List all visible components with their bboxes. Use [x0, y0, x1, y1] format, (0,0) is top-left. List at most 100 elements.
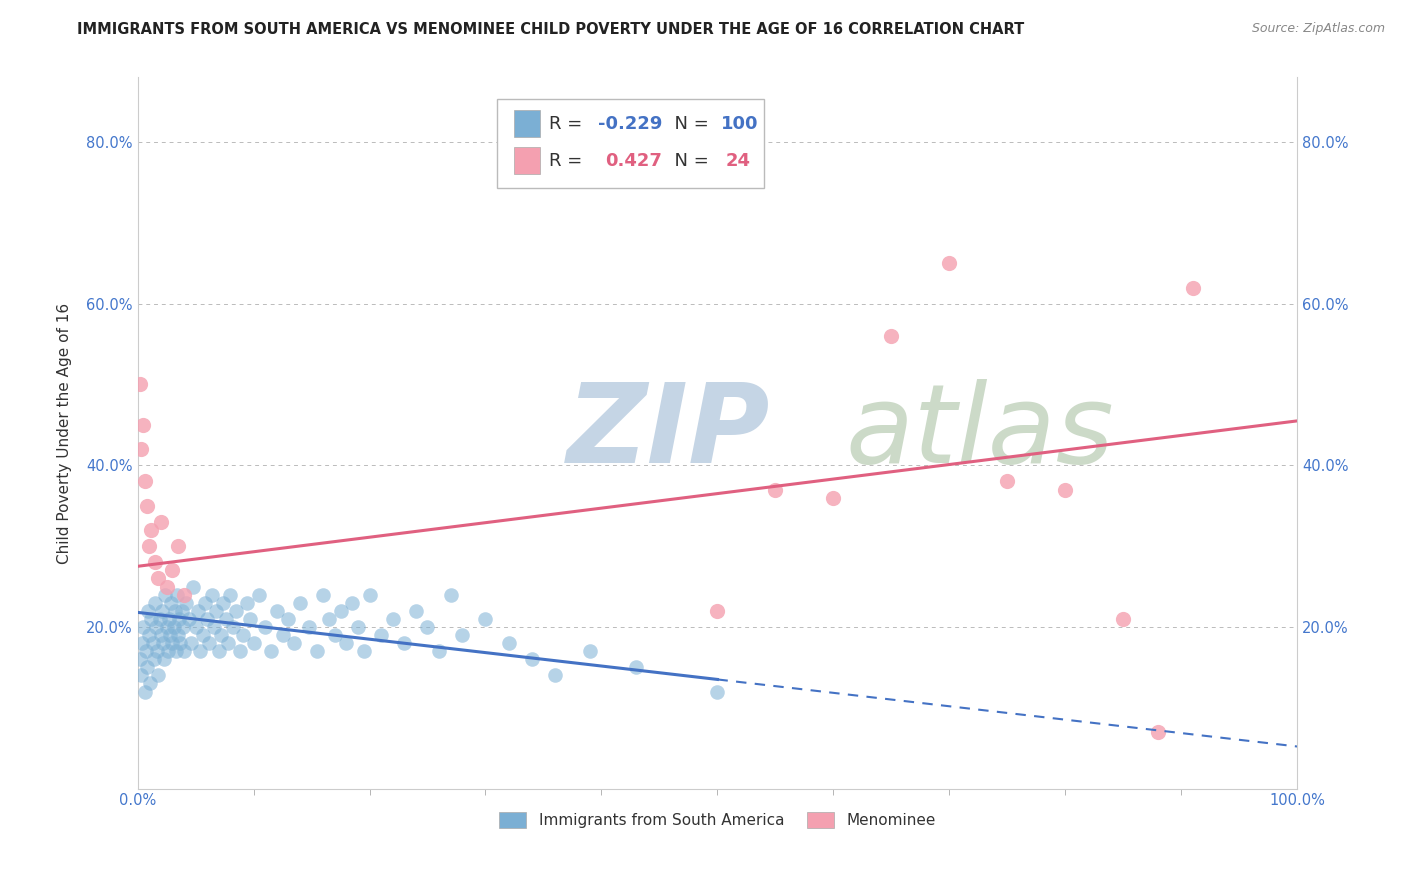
- Point: [1054, 483, 1077, 497]
- Text: atlas: atlas: [845, 379, 1114, 486]
- Text: IMMIGRANTS FROM SOUTH AMERICA VS MENOMINEE CHILD POVERTY UNDER THE AGE OF 16 COR: IMMIGRANTS FROM SOUTH AMERICA VS MENOMIN…: [77, 22, 1025, 37]
- Point: [188, 644, 211, 658]
- Point: [195, 612, 218, 626]
- Point: [172, 620, 194, 634]
- Point: [198, 636, 221, 650]
- Point: [162, 563, 184, 577]
- Point: [271, 628, 294, 642]
- Point: [143, 596, 166, 610]
- Point: [626, 660, 648, 674]
- Point: [381, 612, 404, 626]
- Point: [235, 596, 257, 610]
- Point: [173, 644, 195, 658]
- Point: [938, 256, 960, 270]
- Point: [157, 612, 180, 626]
- Point: [242, 636, 264, 650]
- Point: [202, 620, 225, 634]
- Point: [706, 604, 728, 618]
- Point: [169, 636, 191, 650]
- Point: [152, 636, 174, 650]
- Point: [254, 620, 277, 634]
- Point: [135, 660, 157, 674]
- Point: [277, 612, 299, 626]
- Point: [162, 636, 184, 650]
- Point: [219, 588, 242, 602]
- Point: [318, 612, 340, 626]
- Point: [370, 628, 392, 642]
- Point: [440, 588, 463, 602]
- FancyBboxPatch shape: [498, 99, 763, 187]
- Point: [201, 588, 224, 602]
- Point: [544, 668, 567, 682]
- Point: [215, 612, 238, 626]
- Point: [141, 612, 163, 626]
- Point: [1181, 280, 1204, 294]
- Point: [765, 483, 787, 497]
- Text: Source: ZipAtlas.com: Source: ZipAtlas.com: [1251, 22, 1385, 36]
- Point: [312, 588, 335, 602]
- Point: [359, 588, 381, 602]
- Point: [405, 604, 427, 618]
- Point: [307, 644, 329, 658]
- Point: [329, 604, 352, 618]
- Point: [155, 580, 177, 594]
- Legend: Immigrants from South America, Menominee: Immigrants from South America, Menominee: [492, 806, 942, 834]
- Text: 100: 100: [721, 115, 758, 133]
- Point: [129, 442, 152, 457]
- Point: [166, 588, 188, 602]
- Point: [150, 604, 173, 618]
- Point: [170, 604, 193, 618]
- Point: [128, 652, 150, 666]
- Point: [706, 684, 728, 698]
- Point: [995, 475, 1018, 489]
- Point: [579, 644, 602, 658]
- Point: [260, 644, 283, 658]
- Point: [298, 620, 321, 634]
- Point: [181, 580, 204, 594]
- Point: [283, 636, 305, 650]
- Point: [155, 620, 177, 634]
- Point: [1147, 725, 1170, 739]
- Point: [174, 596, 197, 610]
- Point: [394, 636, 416, 650]
- Point: [335, 636, 357, 650]
- Point: [1112, 612, 1135, 626]
- Point: [163, 604, 186, 618]
- Point: [194, 596, 217, 610]
- Point: [498, 636, 520, 650]
- Point: [340, 596, 363, 610]
- Point: [247, 588, 270, 602]
- Point: [131, 636, 153, 650]
- Point: [520, 652, 543, 666]
- Point: [167, 539, 190, 553]
- Point: [149, 515, 172, 529]
- Text: N =: N =: [664, 115, 714, 133]
- Point: [225, 604, 247, 618]
- Point: [129, 668, 152, 682]
- Text: R =: R =: [550, 115, 588, 133]
- Point: [132, 417, 155, 432]
- Point: [177, 612, 200, 626]
- Point: [136, 604, 159, 618]
- Point: [232, 628, 254, 642]
- Point: [205, 604, 228, 618]
- Point: [134, 475, 156, 489]
- Point: [173, 588, 195, 602]
- Point: [191, 628, 214, 642]
- Point: [149, 628, 172, 642]
- Point: [153, 652, 176, 666]
- Point: [138, 539, 160, 553]
- Text: N =: N =: [664, 152, 720, 169]
- Point: [145, 620, 167, 634]
- Point: [187, 604, 209, 618]
- Point: [474, 612, 496, 626]
- Point: [167, 628, 190, 642]
- Point: [347, 620, 370, 634]
- Point: [135, 499, 157, 513]
- Point: [142, 652, 165, 666]
- Point: [132, 620, 155, 634]
- Point: [135, 644, 157, 658]
- Point: [143, 555, 166, 569]
- Y-axis label: Child Poverty Under the Age of 16: Child Poverty Under the Age of 16: [58, 302, 72, 564]
- Text: 0.427: 0.427: [605, 152, 662, 169]
